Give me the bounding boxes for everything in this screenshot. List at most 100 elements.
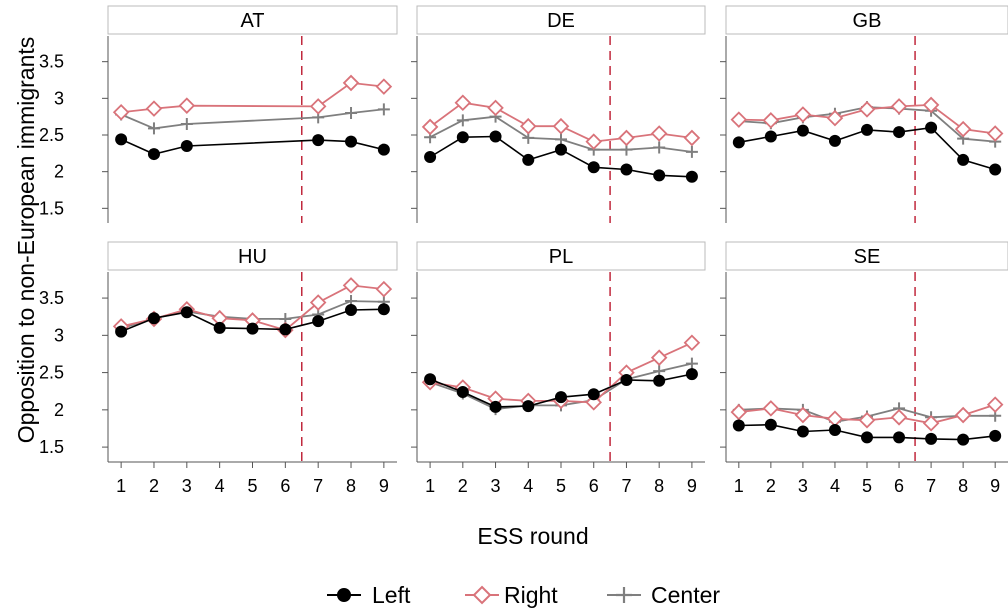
panel-pl-right-point (650, 349, 668, 366)
panel-se-right-point (954, 406, 972, 424)
panel-de-left-point (685, 170, 698, 183)
panel-gb-left-point (989, 163, 1002, 176)
panel-de-left-point (620, 163, 633, 176)
panel-pl-left-point (685, 368, 698, 381)
panel-de-left-point (424, 151, 437, 163)
panel-hu-left-point (279, 323, 292, 336)
panel-at-left-point (115, 133, 128, 146)
y-tick-label: 3 (54, 88, 64, 108)
x-tick-label: 2 (458, 476, 468, 496)
x-tick-label: 4 (215, 476, 225, 496)
panel-se-right-point (890, 409, 908, 426)
panel-de-left-point (489, 130, 502, 143)
panel-se-strip (725, 241, 1008, 271)
panel-at-title: AT (240, 10, 264, 32)
x-tick-label: 1 (734, 476, 744, 496)
panel-de-right-point (585, 133, 602, 150)
panel-de-right-point (552, 117, 570, 135)
panel-se-left-point (957, 433, 970, 446)
x-tick-label: 4 (830, 476, 840, 496)
panel-at-center-point (147, 122, 160, 135)
y-tick-label: 3 (54, 325, 64, 345)
y-tick-label: 1.5 (39, 198, 64, 218)
panel-pl-strip (416, 241, 706, 271)
panel-se-right-point (986, 396, 1004, 413)
panel-gb-left-point (732, 136, 745, 149)
y-tick-label: 3.5 (39, 288, 64, 308)
panel-gb-right-point (954, 120, 972, 138)
panel-de: DE (411, 5, 706, 223)
panel-at-right-point (112, 103, 130, 121)
panel-de-left-point (653, 169, 666, 182)
panel-se: SE 1 2 3 4 5 6 7 8 9 (720, 241, 1008, 496)
x-tick-label: 5 (862, 476, 872, 496)
panel-de-left-point (522, 153, 535, 166)
panel-pl-right-point (683, 334, 701, 352)
x-tick-label: 6 (894, 476, 904, 496)
panel-pl-left-point (620, 374, 633, 387)
legend-item-left: Left (327, 582, 411, 608)
panel-at-left-point (377, 143, 390, 156)
panel-hu-left-point (377, 303, 390, 316)
panel-hu-right-point (375, 280, 393, 298)
panel-pl-left-point (522, 400, 535, 413)
panel-pl-left-point (456, 385, 469, 398)
panel-se-right-point (762, 400, 780, 417)
panel-at-right-point (309, 98, 327, 115)
x-tick-label: 4 (523, 476, 533, 496)
panel-at-center-point (180, 118, 193, 130)
panel-de-center-point (685, 145, 698, 158)
panel-de-right-point (421, 118, 439, 136)
panel-at-right-point (375, 78, 393, 95)
panel-hu-left-point (180, 306, 193, 319)
x-tick-label: 9 (990, 476, 1000, 496)
panel-de-title: DE (547, 10, 575, 32)
panel-pl-left-point (424, 373, 437, 386)
y-tick-label: 2.5 (39, 125, 64, 145)
panel-at-left-point (180, 140, 193, 152)
panel-se-right-point (794, 406, 812, 424)
panel-pl-center-point (685, 357, 698, 370)
x-tick-label: 5 (556, 476, 566, 496)
panel-hu-left-point (246, 322, 259, 335)
panel-de-right-point (520, 117, 537, 135)
panel-se-left-point (989, 429, 1002, 442)
x-tick-label: 1 (116, 476, 126, 496)
panel-se-left-point (861, 431, 873, 444)
panel-pl-left-point (587, 388, 600, 401)
x-tick-label: 7 (926, 476, 936, 496)
panel-se-left-point (828, 423, 841, 436)
y-tick-label: 2 (54, 400, 64, 420)
panel-gb-right-point (794, 106, 812, 123)
panel-pl-left-point (653, 374, 666, 387)
panel-gb-left-point (957, 153, 970, 166)
panel-hu-strip (107, 241, 398, 271)
legend: Left Right Center (327, 582, 720, 608)
panel-se-left-point (764, 418, 777, 431)
panel-gb-title: GB (853, 10, 882, 32)
panel-de-left-point (456, 131, 469, 144)
panel-gb-right-point (730, 111, 748, 128)
panel-hu-right-point (342, 277, 360, 294)
panel-hu-right-point (309, 294, 327, 311)
panel-de-strip (416, 5, 706, 35)
x-tick-label: 9 (379, 476, 389, 496)
panel-at-center-point (345, 107, 358, 119)
x-tick-label: 8 (346, 476, 356, 496)
x-axis-title: ESS round (477, 523, 588, 549)
legend-item-center: Center (607, 582, 720, 608)
panel-gb-left-point (828, 134, 841, 147)
panel-pl-left-point (489, 400, 502, 413)
panel-se-left-point (893, 431, 906, 444)
panel-gb-left-point (796, 124, 809, 137)
panel-hu: HU 1.5 2 2.5 3 3.5 1 2 3 4 5 6 7 8 9 (39, 241, 398, 496)
x-tick-label: 3 (491, 476, 501, 496)
x-tick-label: 3 (798, 476, 808, 496)
legend-center-label: Center (651, 582, 720, 608)
panel-pl-title: PL (549, 246, 573, 268)
panel-gb-right-point (826, 109, 844, 127)
panel-se-left-point (796, 425, 809, 438)
panel-se-right-point (922, 414, 940, 432)
panel-hu-left-point (312, 315, 325, 328)
